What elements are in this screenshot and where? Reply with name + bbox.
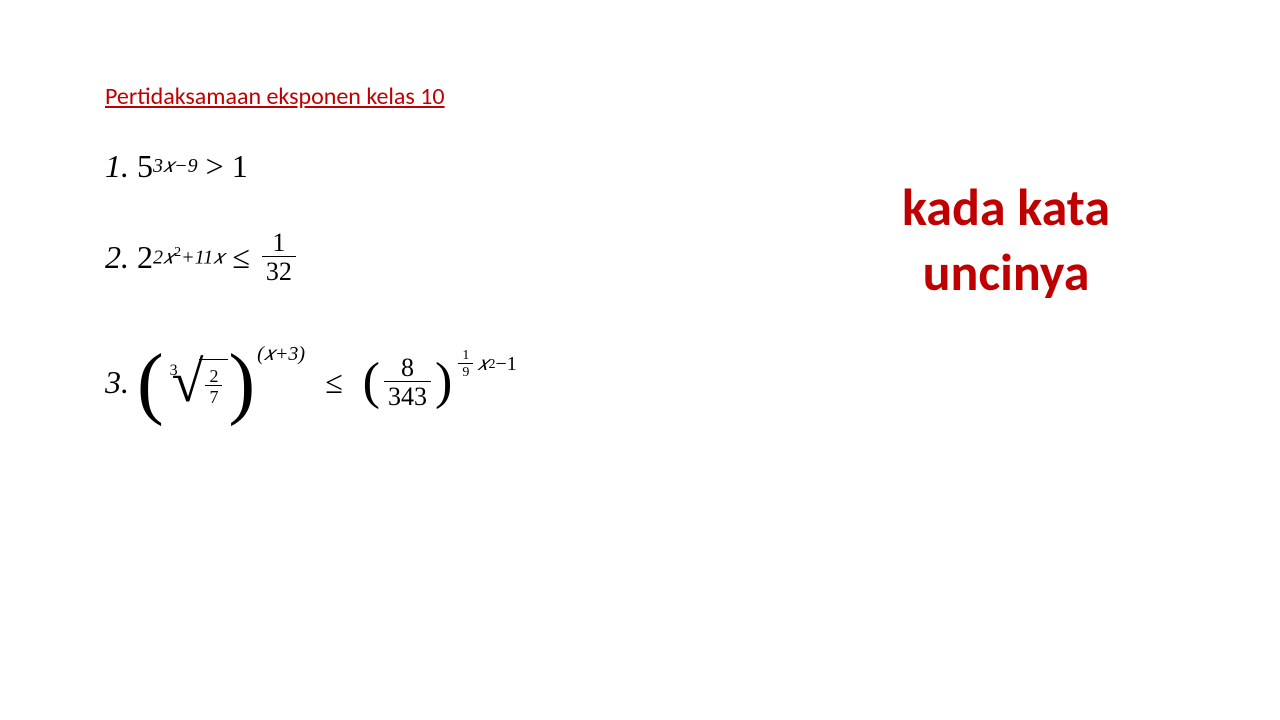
p2-rhs-num: 1: [268, 230, 289, 256]
p3-rhs-exp-num: 1: [458, 349, 473, 363]
p2-operator: ≤: [232, 239, 250, 276]
p3-rhs-den: 343: [384, 381, 431, 410]
problem-1: 1. 53𝑥−9 > 1: [105, 148, 517, 185]
p3-rhs-num: 8: [397, 355, 418, 381]
p3-radicand-frac: 2 7: [205, 367, 222, 406]
problem-2-label: 2.: [105, 239, 129, 276]
p3-root-index: 3: [170, 362, 178, 380]
p3-rhs-exp-tail: −1: [495, 353, 516, 376]
side-callout-line1: kada kata: [902, 175, 1110, 240]
side-callout: kada kata uncinya: [902, 175, 1110, 305]
p3-rhs-rparen: ): [435, 364, 452, 400]
problem-1-label: 1.: [105, 148, 129, 185]
problem-3-expression: ( 3 √ 2 7 ) (𝑥+3) ≤ ( 8: [137, 355, 517, 410]
p2-rhs-den: 32: [262, 256, 296, 285]
p1-exponent: 3𝑥−9: [153, 155, 198, 178]
p3-rhs-exp-sup: 2: [488, 357, 495, 373]
problems-list: 1. 53𝑥−9 > 1 2. 22𝑥2+11𝑥 ≤ 1 32 3. ( 3 √: [105, 148, 517, 410]
p3-radicand-den: 7: [205, 385, 222, 406]
page-title: Pertidaksamaan eksponen kelas 10: [105, 82, 445, 111]
p3-radicand: 2 7: [199, 359, 228, 405]
p3-rparen: ): [228, 359, 255, 407]
problem-2: 2. 22𝑥2+11𝑥 ≤ 1 32: [105, 230, 517, 285]
p3-rhs-exp-den: 9: [458, 363, 473, 380]
p3-lparen: (: [137, 359, 164, 407]
p2-exp-b: +11𝑥: [181, 247, 224, 269]
p3-operator: ≤: [325, 364, 343, 401]
p2-rhs-fraction: 1 32: [262, 230, 296, 285]
p3-rhs-exp-x: 𝑥: [477, 353, 488, 376]
p1-rhs: 1: [232, 148, 248, 185]
problem-3: 3. ( 3 √ 2 7 ) (𝑥+3) ≤ (: [105, 355, 517, 410]
p3-rhs-exp-frac: 1 9: [458, 349, 473, 380]
p3-rhs-fraction: 8 343: [384, 355, 431, 410]
p1-operator: >: [206, 148, 224, 185]
problem-1-expression: 53𝑥−9 > 1: [137, 148, 248, 185]
p3-rhs-exponent: 1 9 𝑥2−1: [454, 349, 516, 380]
p2-exp-a: 2𝑥: [153, 247, 174, 269]
p3-root: 3 √ 2 7: [164, 359, 229, 405]
p1-base: 5: [137, 148, 153, 185]
p2-exponent: 2𝑥2+11𝑥: [153, 245, 224, 270]
p3-rhs-lparen: (: [363, 364, 380, 400]
side-callout-line2: uncinya: [902, 240, 1110, 305]
p2-base: 2: [137, 239, 153, 276]
p3-radicand-num: 2: [205, 367, 222, 385]
p3-radical: √ 2 7: [172, 359, 229, 405]
problem-3-label: 3.: [105, 364, 129, 401]
problem-2-expression: 22𝑥2+11𝑥 ≤ 1 32: [137, 230, 300, 285]
p3-lhs-exponent: (𝑥+3): [257, 343, 305, 366]
